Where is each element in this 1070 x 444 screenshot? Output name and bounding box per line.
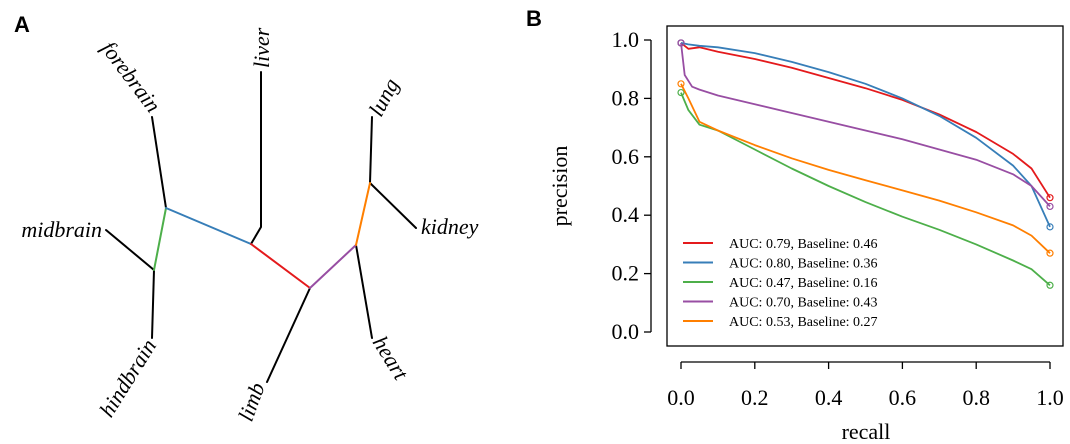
panel-a-label: A	[14, 12, 30, 37]
y-tick-label: 0.4	[612, 202, 640, 227]
branch-internal-orange	[355, 182, 371, 246]
x-tick-label: 0.6	[889, 385, 917, 410]
plot-frame	[666, 25, 1064, 347]
tip-label-liver: liver	[249, 27, 274, 68]
tip-label-limb: limb	[233, 379, 270, 424]
legend-label-4: AUC: 0.70, Baseline: 0.43	[729, 296, 878, 311]
branch-kidney	[369, 182, 417, 229]
x-tick-label: 0.2	[741, 385, 769, 410]
x-tick-label: 1.0	[1036, 385, 1064, 410]
legend-label-2: AUC: 0.80, Baseline: 0.36	[729, 257, 878, 272]
tip-label-midbrain: midbrain	[21, 217, 102, 242]
tip-label-hindbrain: hindbrain	[94, 334, 161, 421]
legend-label-5: AUC: 0.53, Baseline: 0.27	[729, 315, 878, 330]
branch-forebrain	[151, 116, 167, 209]
y-tick-label: 0.2	[612, 261, 640, 286]
x-tick-label: 0.0	[667, 385, 695, 410]
branch-internal-red	[250, 243, 311, 289]
branch-lung	[369, 116, 373, 184]
series-start-point-3	[677, 88, 685, 97]
series-end-point-3	[1046, 281, 1054, 289]
series-layer	[677, 39, 1054, 289]
series-line-4	[680, 42, 1051, 208]
x-axis-title: recall	[842, 419, 891, 444]
series-end-point-5	[1046, 249, 1054, 257]
branch-liver	[250, 71, 262, 245]
tree-tip-labels: forebrain midbrain hindbrain liver limb …	[21, 27, 478, 424]
series-line-2	[680, 42, 1051, 228]
branch-limb	[266, 287, 311, 383]
series-start-point-4	[677, 39, 685, 47]
y-axis: 0.0 0.2 0.4 0.6 0.8 1.0 precision	[547, 27, 652, 344]
y-tick-label: 0.8	[612, 85, 640, 110]
branch-internal-purple	[309, 244, 357, 289]
legend-label-1: AUC: 0.79, Baseline: 0.46	[729, 237, 878, 252]
series-line-1	[680, 42, 1051, 199]
series-line-5	[680, 83, 1051, 254]
branch-internal-green	[153, 207, 167, 271]
tree-panel: A forebrain midbrain hindbrain liver lim…	[14, 12, 479, 424]
branch-heart	[355, 244, 373, 339]
legend-label-3: AUC: 0.47, Baseline: 0.16	[729, 276, 878, 291]
series-end-point-4	[1046, 202, 1054, 211]
branch-internal-blue	[165, 207, 252, 245]
series-line-3	[680, 92, 1051, 286]
y-axis-title: precision	[547, 146, 572, 227]
y-tick-label: 0.6	[612, 144, 640, 169]
x-axis: 0.0 0.2 0.4 0.6 0.8 1.0 recall	[667, 361, 1064, 444]
x-tick-label: 0.4	[815, 385, 843, 410]
tree-branches	[105, 71, 417, 383]
tip-label-lung: lung	[363, 74, 403, 120]
branch-midbrain	[105, 229, 155, 271]
series-start-point-5	[677, 80, 685, 88]
pr-chart-panel: B 0.0 0.2 0.4 0.6 0.8 1.0 recall 0.0 0.2 0.4 0.6…	[526, 6, 1064, 444]
y-tick-label: 1.0	[612, 27, 640, 52]
panel-b-label: B	[526, 6, 542, 31]
tip-label-heart: heart	[368, 331, 414, 384]
x-tick-label: 0.8	[962, 385, 990, 410]
tip-label-forebrain: forebrain	[96, 36, 165, 117]
branch-hindbrain	[151, 269, 155, 339]
series-end-point-1	[1046, 194, 1054, 202]
legend: AUC: 0.79, Baseline: 0.46 AUC: 0.80, Base…	[683, 237, 878, 330]
tip-label-kidney: kidney	[421, 214, 479, 239]
series-end-point-2	[1046, 223, 1054, 231]
y-tick-label: 0.0	[612, 319, 640, 344]
